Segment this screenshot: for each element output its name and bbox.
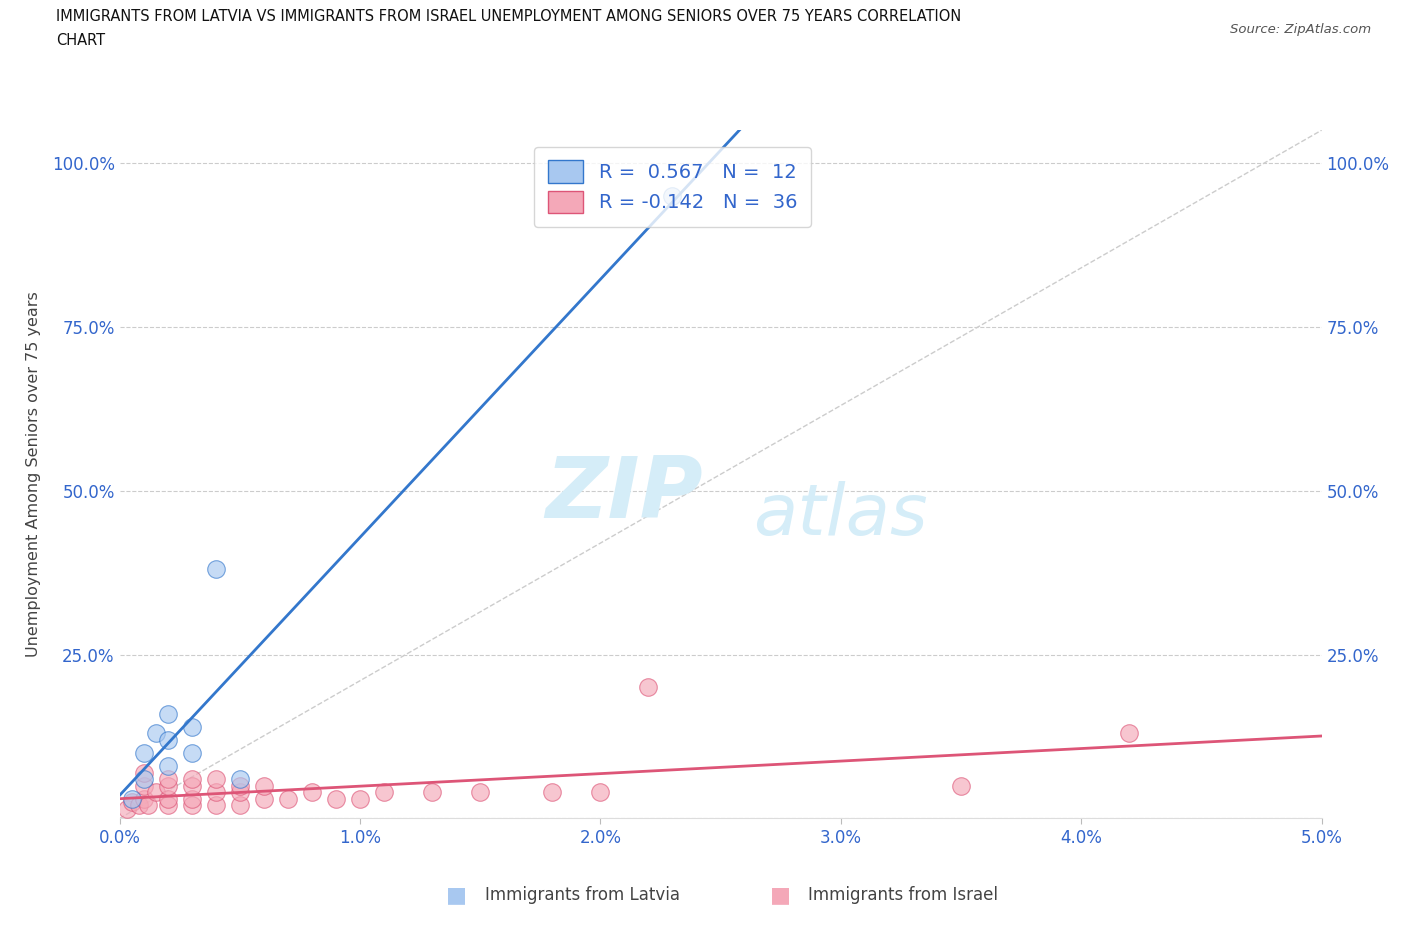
Legend: R =  0.567   N =  12, R = -0.142   N =  36: R = 0.567 N = 12, R = -0.142 N = 36 [534,147,811,227]
Point [420,785,443,800]
Point [180,791,202,806]
Point [204,785,226,800]
Point [180,772,202,787]
Point [156,778,179,793]
Text: Immigrants from Latvia: Immigrants from Latvia [485,885,681,904]
Point [138,798,160,813]
Text: ■: ■ [770,884,790,905]
Text: atlas: atlas [754,481,928,550]
Point [132,746,155,761]
Point [132,778,155,793]
Point [204,798,226,813]
Y-axis label: Unemployment Among Seniors over 75 years: Unemployment Among Seniors over 75 years [25,291,41,658]
Point [156,759,179,774]
Point [661,188,683,203]
Point [156,706,179,721]
Point [373,785,395,800]
Point [180,798,202,813]
Point [180,778,202,793]
Point [132,765,155,780]
Point [228,785,252,800]
Point [325,791,347,806]
Point [950,778,973,793]
Point [253,778,276,793]
Point [180,719,202,734]
Point [301,785,323,800]
Point [121,791,143,806]
Text: IMMIGRANTS FROM LATVIA VS IMMIGRANTS FROM ISRAEL UNEMPLOYMENT AMONG SENIORS OVER: IMMIGRANTS FROM LATVIA VS IMMIGRANTS FRO… [56,9,962,24]
Point [156,772,179,787]
Point [228,798,252,813]
Point [541,785,564,800]
Point [253,791,276,806]
Point [637,680,659,695]
Point [132,772,155,787]
Text: ■: ■ [447,884,467,905]
Point [121,794,143,809]
Point [145,785,167,800]
Text: ZIP: ZIP [546,454,703,537]
Point [589,785,612,800]
Point [1118,725,1140,740]
Point [349,791,371,806]
Point [132,791,155,806]
Point [156,791,179,806]
Point [228,772,252,787]
Point [277,791,299,806]
Text: Source: ZipAtlas.com: Source: ZipAtlas.com [1230,23,1371,36]
Point [180,746,202,761]
Point [128,798,150,813]
Point [228,778,252,793]
Point [115,801,138,816]
Text: Immigrants from Israel: Immigrants from Israel [808,885,998,904]
Point [156,732,179,747]
Point [145,725,167,740]
Point [468,785,492,800]
Point [204,772,226,787]
Point [156,798,179,813]
Point [204,562,226,577]
Text: CHART: CHART [56,33,105,47]
